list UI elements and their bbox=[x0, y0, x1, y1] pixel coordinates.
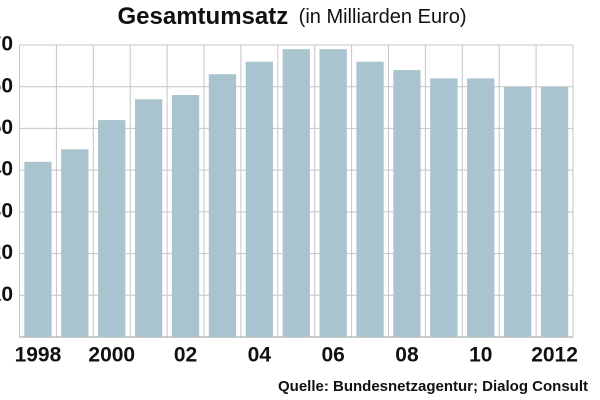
bar bbox=[61, 149, 89, 337]
source-note: Quelle: Bundesnetzagentur; Dialog Consul… bbox=[278, 378, 588, 395]
bar bbox=[540, 86, 569, 337]
y-tick-label: 40 bbox=[0, 158, 13, 181]
x-tick-label: 02 bbox=[174, 344, 197, 367]
x-tick-label: 10 bbox=[469, 344, 492, 367]
x-tick-label: 1998 bbox=[15, 344, 62, 367]
bar bbox=[503, 86, 532, 337]
y-tick-label: 10 bbox=[0, 283, 13, 306]
y-tick-label: 70 bbox=[0, 33, 13, 56]
bar bbox=[134, 99, 163, 337]
chart-header: Gesamtumsatz (in Milliarden Euro) bbox=[117, 3, 466, 30]
chart-subtitle: (in Milliarden Euro) bbox=[299, 6, 467, 28]
x-tick-label: 04 bbox=[248, 344, 272, 367]
x-tick-label: 2012 bbox=[531, 344, 578, 367]
x-tick-label: 06 bbox=[321, 344, 344, 367]
x-tick-label: 08 bbox=[395, 344, 419, 367]
x-tick-label: 2000 bbox=[88, 344, 135, 367]
bar bbox=[430, 78, 458, 337]
bar bbox=[393, 70, 421, 338]
bar bbox=[356, 61, 384, 337]
y-tick-label: 30 bbox=[0, 199, 13, 222]
bar bbox=[282, 49, 310, 338]
bar bbox=[467, 78, 495, 337]
y-tick-label: 20 bbox=[0, 241, 13, 264]
bar bbox=[171, 95, 200, 337]
bar bbox=[245, 61, 274, 337]
bar bbox=[208, 74, 237, 337]
y-tick-label: 50 bbox=[0, 116, 13, 139]
chart-title: Gesamtumsatz bbox=[117, 3, 288, 30]
bar bbox=[98, 120, 126, 337]
bar bbox=[319, 49, 347, 338]
y-tick-label: 60 bbox=[0, 74, 13, 97]
bar bbox=[24, 161, 52, 337]
